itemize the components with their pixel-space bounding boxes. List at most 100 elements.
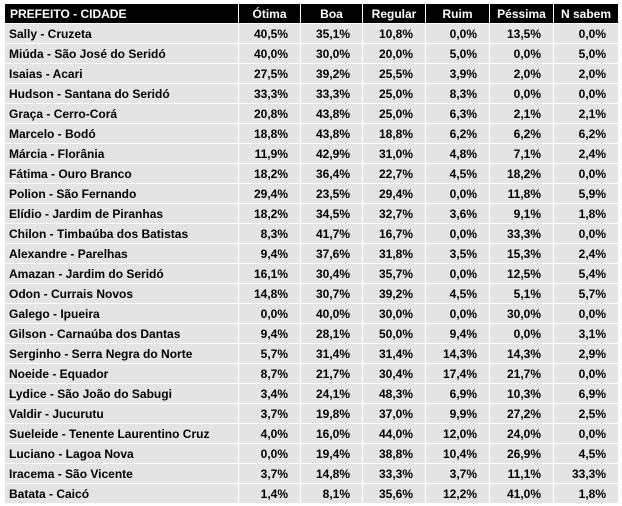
value-cell: 14,3% — [425, 343, 490, 364]
value-cell: 1,4% — [238, 483, 301, 504]
value-cell: 11,9% — [238, 143, 301, 164]
value-cell: 39,2% — [300, 63, 363, 84]
table-row: Lydice - São João do Sabugi 3,4% 24,1% 48,3… — [4, 383, 619, 404]
value-cell: 4,5% — [553, 443, 619, 464]
value-cell: 3,7% — [238, 403, 301, 424]
value-cell: 44,0% — [362, 423, 426, 444]
value-cell: 2,1% — [489, 103, 554, 124]
header-cell: Boa — [300, 3, 363, 24]
name-cell: Amazan - Jardim do Seridó — [4, 263, 239, 284]
value-cell: 3,1% — [553, 323, 619, 344]
table-row: Graça - Cerro-Corá 20,8% 43,8% 25,0% 6,3% 2,1… — [4, 103, 619, 124]
value-cell: 18,8% — [238, 123, 301, 144]
header-cell: PREFEITO - CIDADE — [4, 3, 239, 24]
value-cell: 22,7% — [362, 163, 426, 184]
name-cell: Polion - São Fernando — [4, 183, 239, 204]
value-cell: 0,0% — [425, 263, 490, 284]
value-cell: 3,6% — [425, 203, 490, 224]
table-row: Valdir - Jucurutu 3,7% 19,8% 37,0% 9,9% 27,2%… — [4, 403, 619, 424]
value-cell: 30,4% — [362, 363, 426, 384]
value-cell: 0,0% — [553, 363, 619, 384]
value-cell: 12,2% — [425, 483, 490, 504]
value-cell: 37,6% — [300, 243, 363, 264]
header-cell: Ótima — [238, 3, 301, 24]
value-cell: 0,0% — [489, 323, 554, 344]
value-cell: 29,4% — [238, 183, 301, 204]
value-cell: 18,2% — [238, 203, 301, 224]
value-cell: 9,4% — [238, 243, 301, 264]
name-cell: Hudson - Santana do Seridó — [4, 83, 239, 104]
name-cell: Elídio - Jardim de Piranhas — [4, 203, 239, 224]
value-cell: 8,3% — [425, 83, 490, 104]
value-cell: 13,5% — [489, 23, 554, 44]
value-cell: 35,7% — [362, 263, 426, 284]
table-row: Polion - São Fernando 29,4% 23,5% 29,4% 0,0%… — [4, 183, 619, 204]
value-cell: 30,0% — [300, 43, 363, 64]
value-cell: 18,8% — [362, 123, 426, 144]
value-cell: 12,0% — [425, 423, 490, 444]
value-cell: 40,5% — [238, 23, 301, 44]
table-row: Luciano - Lagoa Nova 0,0% 19,4% 38,8% 10,4% 2… — [4, 443, 619, 464]
value-cell: 0,0% — [553, 163, 619, 184]
value-cell: 4,5% — [425, 163, 490, 184]
value-cell: 3,4% — [238, 383, 301, 404]
value-cell: 33,3% — [489, 223, 554, 244]
value-cell: 31,4% — [362, 343, 426, 364]
name-cell: Sueleide - Tenente Laurentino Cruz — [4, 423, 239, 444]
value-cell: 6,2% — [489, 123, 554, 144]
value-cell: 11,8% — [489, 183, 554, 204]
value-cell: 8,1% — [300, 483, 363, 504]
value-cell: 15,3% — [489, 243, 554, 264]
table-row: Sally - Cruzeta 40,5% 35,1% 10,8% 0,0% 13,5% 0… — [4, 23, 619, 44]
results-table: PREFEITO - CIDADE Ótima Boa Regular Ruim Péss… — [4, 3, 619, 504]
table-row: Batata - Caicó 1,4% 8,1% 35,6% 12,2% 41,0% 1,8… — [4, 483, 619, 504]
value-cell: 14,3% — [489, 343, 554, 364]
value-cell: 4,5% — [425, 283, 490, 304]
value-cell: 36,4% — [300, 163, 363, 184]
value-cell: 3,9% — [425, 63, 490, 84]
value-cell: 9,4% — [425, 323, 490, 344]
value-cell: 39,2% — [362, 283, 426, 304]
value-cell: 31,4% — [300, 343, 363, 364]
value-cell: 7,1% — [489, 143, 554, 164]
value-cell: 6,2% — [425, 123, 490, 144]
value-cell: 5,1% — [489, 283, 554, 304]
value-cell: 0,0% — [553, 303, 619, 324]
value-cell: 20,0% — [362, 43, 426, 64]
value-cell: 5,4% — [553, 263, 619, 284]
value-cell: 16,0% — [300, 423, 363, 444]
value-cell: 30,7% — [300, 283, 363, 304]
value-cell: 19,8% — [300, 403, 363, 424]
value-cell: 2,0% — [489, 63, 554, 84]
table-row: Isaias - Acari 27,5% 39,2% 25,5% 3,9% 2,0% 2,0… — [4, 63, 619, 84]
value-cell: 17,4% — [425, 363, 490, 384]
value-cell: 19,4% — [300, 443, 363, 464]
value-cell: 41,0% — [489, 483, 554, 504]
value-cell: 4,8% — [425, 143, 490, 164]
name-cell: Noeide - Equador — [4, 363, 239, 384]
value-cell: 2,4% — [553, 143, 619, 164]
name-cell: Miúda - São José do Seridó — [4, 43, 239, 64]
table-row: Chilon - Timbaúba dos Batistas 8,3% 41,7% 1… — [4, 223, 619, 244]
value-cell: 8,7% — [238, 363, 301, 384]
value-cell: 6,9% — [553, 383, 619, 404]
header-cell: Péssima — [489, 3, 554, 24]
value-cell: 25,0% — [362, 103, 426, 124]
value-cell: 30,0% — [362, 303, 426, 324]
header-cell: Regular — [362, 3, 426, 24]
value-cell: 40,0% — [300, 303, 363, 324]
value-cell: 4,0% — [238, 423, 301, 444]
name-cell: Iracema - São Vicente — [4, 463, 239, 484]
value-cell: 5,0% — [425, 43, 490, 64]
table-row: Iracema - São Vicente 3,7% 14,8% 33,3% 3,7% 1… — [4, 463, 619, 484]
value-cell: 18,2% — [238, 163, 301, 184]
value-cell: 0,0% — [425, 23, 490, 44]
value-cell: 27,5% — [238, 63, 301, 84]
name-cell: Alexandre - Parelhas — [4, 243, 239, 264]
value-cell: 11,1% — [489, 463, 554, 484]
value-cell: 43,8% — [300, 103, 363, 124]
value-cell: 32,7% — [362, 203, 426, 224]
value-cell: 29,4% — [362, 183, 426, 204]
value-cell: 38,8% — [362, 443, 426, 464]
